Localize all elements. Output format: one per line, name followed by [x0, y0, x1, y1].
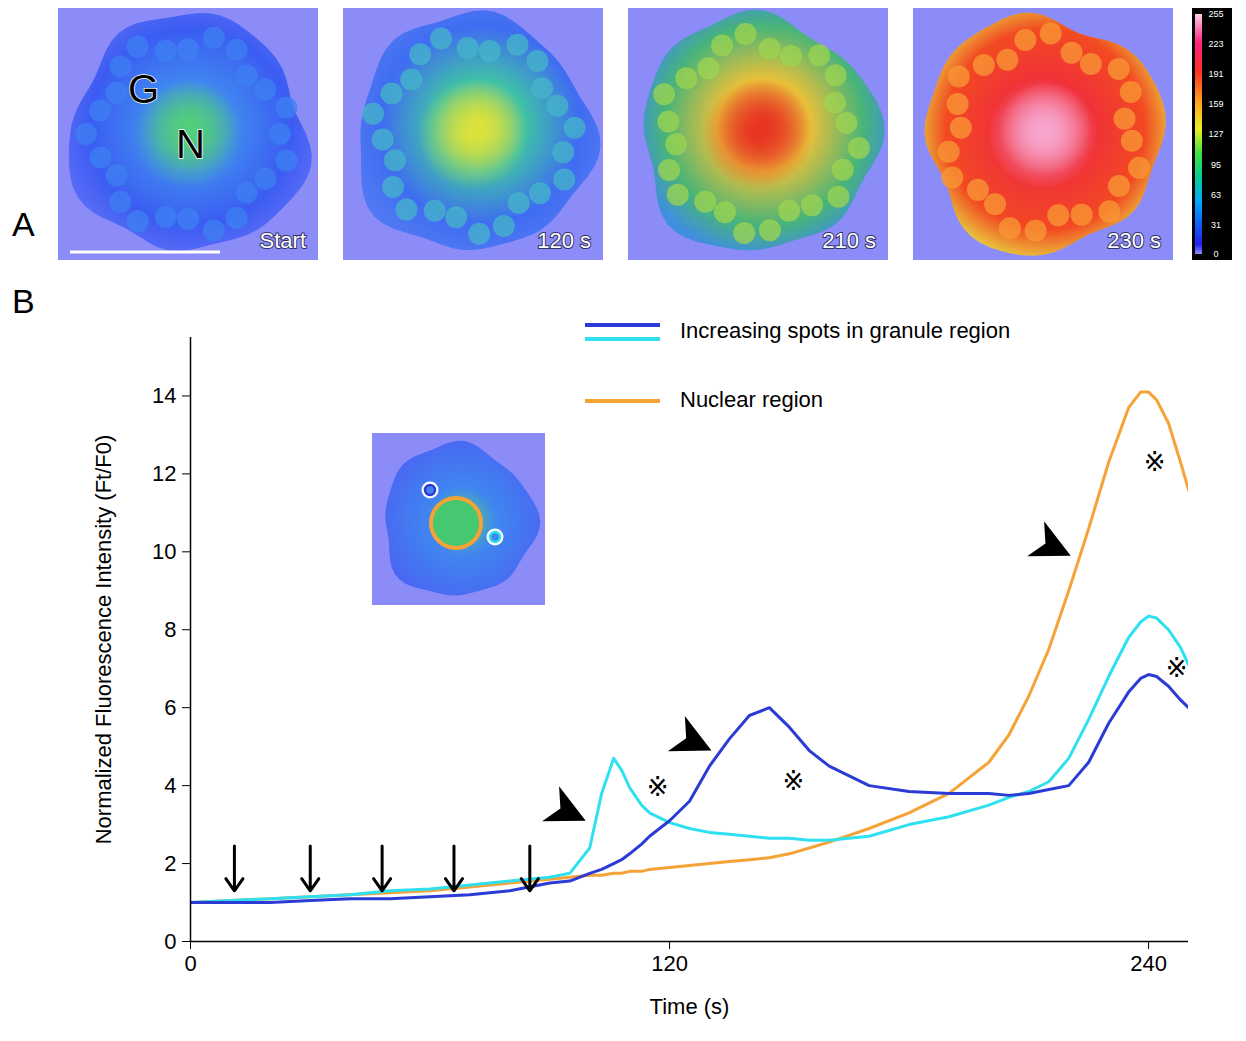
svg-text:G: G	[128, 67, 159, 111]
svg-text:0: 0	[164, 929, 176, 954]
svg-text:12: 12	[152, 461, 176, 486]
svg-text:10: 10	[152, 539, 176, 564]
svg-text:63: 63	[1211, 190, 1221, 200]
svg-text:Increasing spots in granule re: Increasing spots in granule region	[680, 318, 1010, 343]
svg-text:8: 8	[164, 617, 176, 642]
svg-text:120 s: 120 s	[537, 228, 591, 253]
svg-text:※: ※	[782, 766, 804, 796]
svg-text:191: 191	[1208, 69, 1223, 79]
svg-text:Nuclear region: Nuclear region	[680, 387, 823, 412]
svg-text:240: 240	[1130, 951, 1167, 976]
html-text:B: B	[12, 282, 35, 320]
svg-text:159: 159	[1208, 99, 1223, 109]
svg-text:127: 127	[1208, 129, 1223, 139]
svg-text:120: 120	[651, 951, 688, 976]
svg-text:※: ※	[647, 772, 669, 802]
svg-text:2: 2	[164, 851, 176, 876]
svg-text:255: 255	[1208, 9, 1223, 19]
svg-text:31: 31	[1211, 220, 1221, 230]
svg-text:95: 95	[1211, 160, 1221, 170]
svg-text:Normalized Fluorescence Intens: Normalized Fluorescence Intensity (Ft/F0…	[91, 435, 116, 845]
svg-text:Time (s): Time (s)	[650, 994, 730, 1019]
svg-text:※: ※	[1166, 653, 1188, 683]
svg-text:230 s: 230 s	[1107, 228, 1161, 253]
svg-text:223: 223	[1208, 39, 1223, 49]
svg-text:0: 0	[184, 951, 196, 976]
svg-text:14: 14	[152, 383, 176, 408]
svg-text:N: N	[176, 122, 205, 166]
svg-text:4: 4	[164, 773, 176, 798]
svg-text:※: ※	[1144, 447, 1166, 477]
svg-text:Start: Start	[260, 228, 306, 253]
html-text:A: A	[12, 205, 35, 243]
svg-text:210 s: 210 s	[822, 228, 876, 253]
svg-text:0: 0	[1213, 249, 1218, 259]
svg-text:6: 6	[164, 695, 176, 720]
